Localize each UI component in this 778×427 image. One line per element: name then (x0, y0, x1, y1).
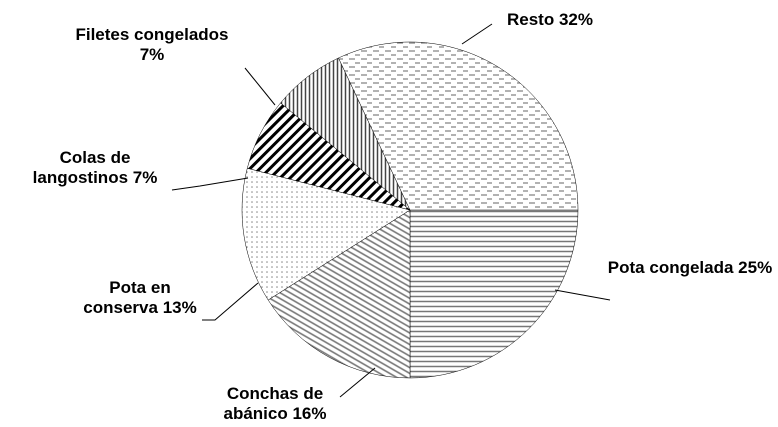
leader-line (461, 23, 493, 45)
pie-slice (409, 209, 579, 379)
leader-line (339, 367, 376, 398)
value-label: 13% (162, 298, 197, 317)
leader-line (244, 67, 276, 106)
category-label: Colas de langostinos (32, 148, 131, 187)
slice-label: Filetes congelados 7% (72, 25, 232, 65)
leader-line (554, 289, 611, 301)
value-label: 7% (139, 45, 165, 64)
value-label: 32% (558, 10, 593, 29)
slice-label: Pota en conserva 13% (70, 278, 210, 318)
category-label: Pota congelada (607, 258, 734, 277)
category-label: Resto (507, 10, 555, 29)
slice-label: Colas de langostinos 7% (20, 148, 170, 188)
leader-line (171, 177, 249, 191)
pie-slice (338, 41, 579, 211)
category-label: Conchas de abánico (223, 384, 324, 423)
value-label: 25% (738, 258, 773, 277)
value-label: 7% (132, 168, 158, 187)
leader-line (202, 282, 259, 321)
slice-label: Pota congelada 25% (600, 258, 778, 278)
value-label: 16% (292, 404, 327, 423)
slice-label: Conchas de abánico 16% (200, 384, 350, 424)
slice-label: Resto 32% (490, 10, 610, 30)
pie-slice (267, 209, 411, 379)
category-label: Filetes congelados (75, 25, 229, 44)
pie-slice (241, 167, 411, 301)
category-label: Pota en conserva (83, 278, 171, 317)
